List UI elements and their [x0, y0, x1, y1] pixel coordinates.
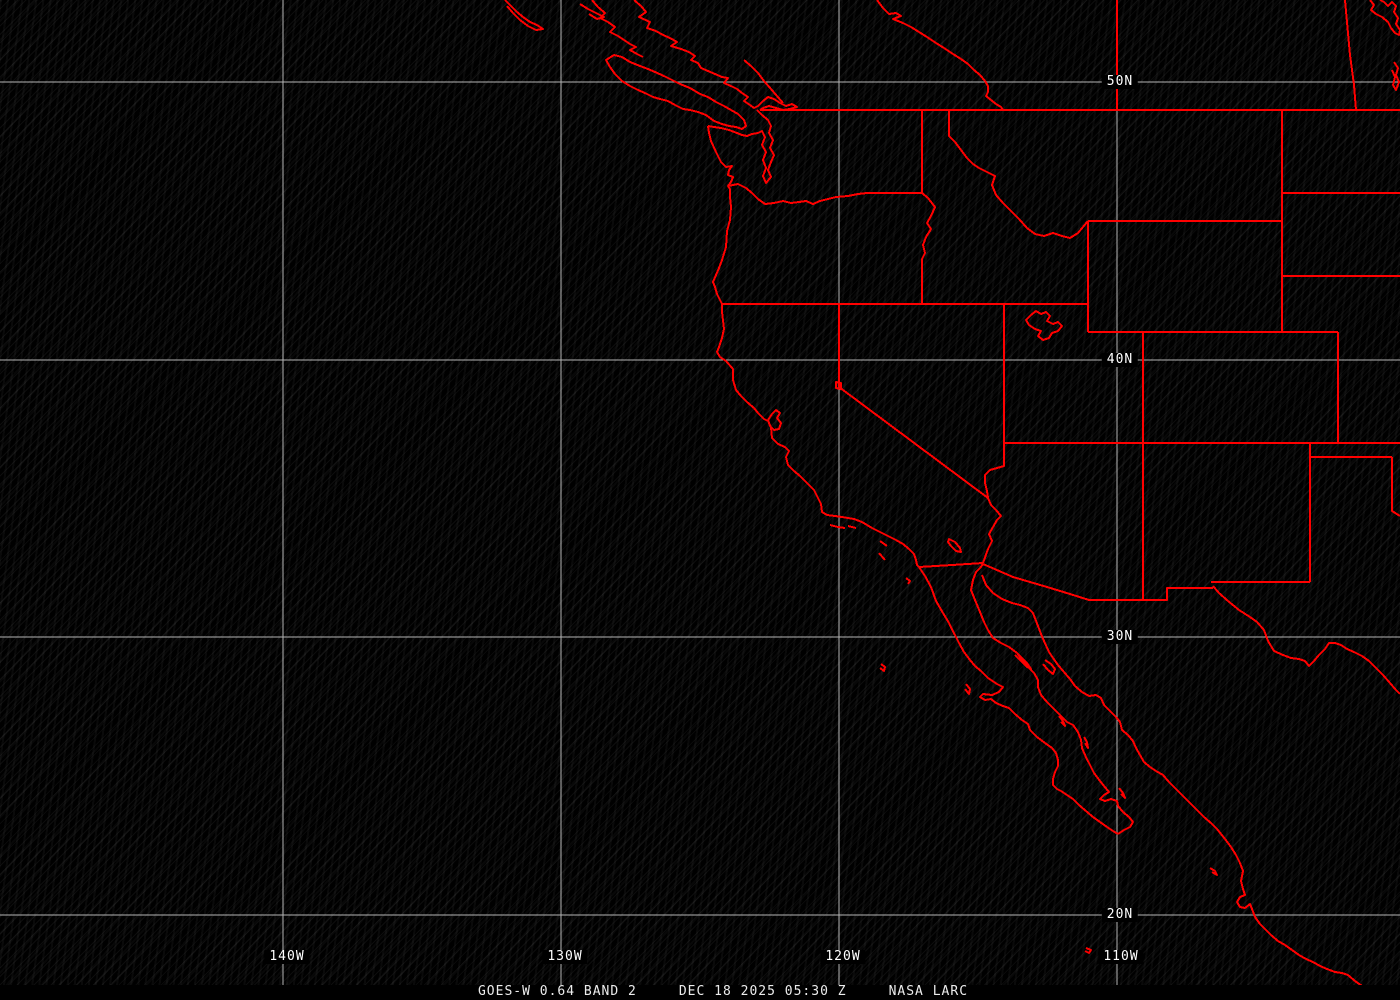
haida-gwaii-fragment [504, 0, 544, 31]
wa-or-border-columbia-river [727, 183, 922, 205]
islas-marias [1209, 867, 1218, 876]
wa-or-ca-coast [707, 125, 920, 568]
isla-socorro [1084, 947, 1092, 954]
isla-guadalupe [879, 663, 886, 672]
colorado-river-border [982, 443, 1005, 564]
manitoba-lake-south [1391, 61, 1400, 91]
caption-source: NASA LARC [888, 984, 969, 999]
isla-san-marcos [1058, 715, 1066, 727]
channel-islands-west [829, 524, 846, 529]
great-salt-lake [1025, 310, 1063, 341]
santa-catalina-island [879, 540, 888, 547]
isla-angel-de-la-guarda [1014, 651, 1032, 670]
coronado-islands [905, 577, 911, 585]
caption-bar: GOES-W 0.64 BAND 2 DEC 18 2025 05:30 Z N… [0, 985, 1400, 1000]
salton-sea [947, 538, 962, 553]
grid-label-30n: 30N [1101, 630, 1139, 644]
bc-ab-border [876, 0, 1004, 111]
sf-bay [767, 409, 782, 431]
grid-label-130w: 130W [542, 950, 588, 964]
id-mt-border [948, 110, 1089, 239]
rio-grande [1212, 585, 1400, 695]
lake-tahoe [835, 381, 842, 390]
sonora-sinaloa-coast [981, 574, 1363, 985]
caption-timestamp: DEC 18 2025 05:30 Z [678, 984, 847, 999]
sk-mb-border [1344, 0, 1357, 111]
grid-label-20n: 20N [1101, 908, 1139, 922]
puget-sound-coast [707, 109, 775, 184]
baja-west-coast [918, 566, 1119, 835]
ca-nv-border-diagonal [838, 386, 989, 499]
bc-mainland-coast [633, 0, 798, 111]
grid-label-50n: 50N [1101, 75, 1139, 89]
tx-panhandle-border-100w [1391, 457, 1400, 517]
vancouver-island [605, 54, 747, 130]
isla-tiburon [1042, 659, 1056, 675]
grid-label-110w: 110W [1098, 950, 1144, 964]
grid-label-120w: 120W [820, 950, 866, 964]
baja-east-coast [970, 563, 1134, 835]
channel-islands-east [847, 525, 857, 529]
bc-islands-small [579, 3, 605, 20]
grid-label-140w: 140W [264, 950, 310, 964]
caption-product: GOES-W 0.64 BAND 2 [477, 984, 637, 999]
bc-fjord-coast [591, 0, 644, 58]
san-clemente-island [878, 552, 886, 561]
us-mexico-border-ca [918, 562, 984, 568]
us-mexico-border-az-nm [982, 563, 1213, 601]
or-id-border-snake-river [921, 192, 936, 304]
caption-row: GOES-W 0.64 BAND 2 DEC 18 2025 05:30 Z N… [478, 985, 968, 999]
bc-strait-islands [743, 59, 784, 104]
grid-label-40n: 40N [1101, 353, 1139, 367]
isla-cedros [964, 683, 971, 695]
isla-cerralvo [1118, 787, 1126, 799]
isla-carmen [1083, 736, 1089, 749]
